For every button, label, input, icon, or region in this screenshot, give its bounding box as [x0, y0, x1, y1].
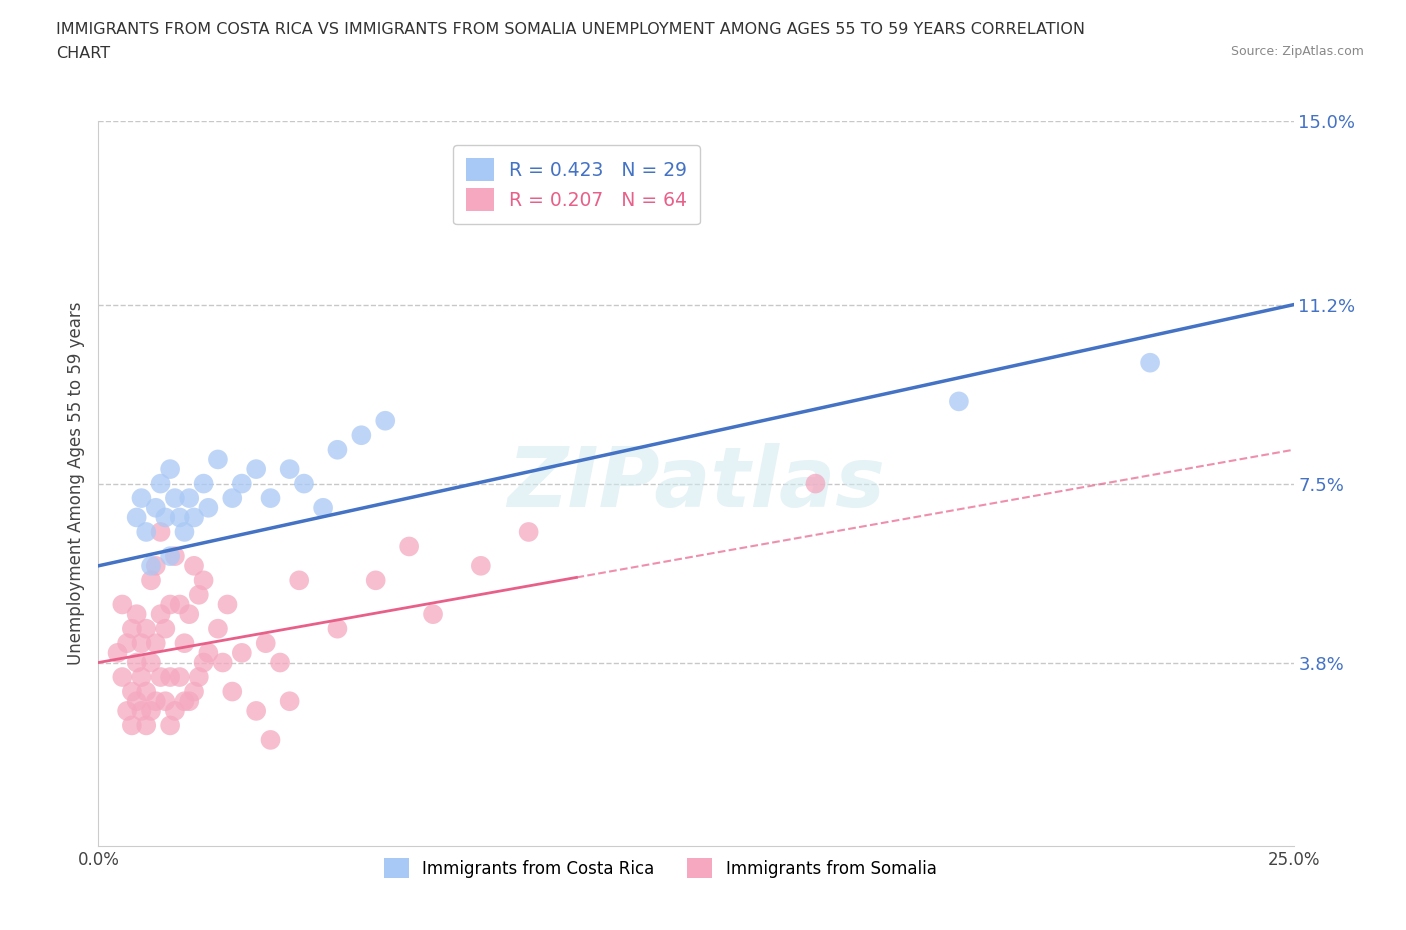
Point: [173, 636, 195, 651]
Point: [193, 476, 215, 491]
Point: [804, 476, 827, 491]
Point: [149, 670, 172, 684]
Point: [139, 573, 162, 588]
Point: [159, 597, 181, 612]
Point: [374, 413, 396, 428]
Point: [173, 525, 195, 539]
Point: [121, 621, 143, 636]
Point: [125, 510, 148, 525]
Point: [155, 694, 177, 709]
Point: [187, 670, 209, 684]
Point: [169, 597, 191, 612]
Point: [259, 733, 281, 748]
Point: [135, 684, 157, 699]
Point: [179, 491, 201, 506]
Point: [125, 606, 148, 621]
Point: [278, 461, 301, 476]
Point: [115, 636, 138, 651]
Point: [254, 636, 277, 651]
Point: [121, 718, 143, 733]
Point: [179, 606, 201, 621]
Point: [125, 694, 148, 709]
Point: [197, 500, 219, 515]
Text: CHART: CHART: [56, 46, 110, 61]
Point: [1139, 355, 1161, 370]
Point: [193, 655, 215, 670]
Point: [312, 500, 335, 515]
Point: [149, 525, 172, 539]
Point: [169, 670, 191, 684]
Point: [163, 491, 186, 506]
Point: [139, 703, 162, 718]
Point: [350, 428, 373, 443]
Point: [169, 510, 191, 525]
Text: ZIPatlas: ZIPatlas: [508, 443, 884, 525]
Point: [135, 621, 157, 636]
Text: IMMIGRANTS FROM COSTA RICA VS IMMIGRANTS FROM SOMALIA UNEMPLOYMENT AMONG AGES 55: IMMIGRANTS FROM COSTA RICA VS IMMIGRANTS…: [56, 22, 1085, 37]
Point: [149, 476, 172, 491]
Point: [231, 645, 253, 660]
Y-axis label: Unemployment Among Ages 55 to 59 years: Unemployment Among Ages 55 to 59 years: [66, 302, 84, 665]
Point: [131, 670, 153, 684]
Point: [111, 597, 134, 612]
Point: [125, 655, 148, 670]
Point: [155, 510, 177, 525]
Point: [183, 510, 205, 525]
Point: [193, 573, 215, 588]
Point: [288, 573, 311, 588]
Point: [364, 573, 387, 588]
Point: [163, 549, 186, 564]
Point: [145, 694, 167, 709]
Point: [231, 476, 253, 491]
Point: [245, 461, 267, 476]
Point: [269, 655, 291, 670]
Point: [173, 694, 195, 709]
Point: [155, 621, 177, 636]
Point: [207, 452, 229, 467]
Point: [145, 636, 167, 651]
Point: [179, 694, 201, 709]
Point: [211, 655, 233, 670]
Point: [398, 539, 420, 554]
Point: [217, 597, 239, 612]
Point: [107, 645, 129, 660]
Point: [159, 718, 181, 733]
Point: [207, 621, 229, 636]
Point: [131, 636, 153, 651]
Point: [159, 670, 181, 684]
Point: [326, 621, 349, 636]
Point: [221, 491, 243, 506]
Point: [948, 394, 970, 409]
Point: [159, 549, 181, 564]
Point: [145, 558, 167, 573]
Point: [115, 703, 138, 718]
Point: [139, 558, 162, 573]
Point: [131, 703, 153, 718]
Point: [159, 461, 181, 476]
Point: [422, 606, 444, 621]
Point: [163, 703, 186, 718]
Point: [135, 718, 157, 733]
Point: [131, 491, 153, 506]
Point: [517, 525, 540, 539]
Point: [326, 443, 349, 458]
Point: [187, 588, 209, 603]
Point: [139, 655, 162, 670]
Legend: Immigrants from Costa Rica, Immigrants from Somalia: Immigrants from Costa Rica, Immigrants f…: [377, 852, 943, 885]
Text: Source: ZipAtlas.com: Source: ZipAtlas.com: [1230, 45, 1364, 58]
Point: [149, 606, 172, 621]
Point: [278, 694, 301, 709]
Point: [121, 684, 143, 699]
Point: [145, 500, 167, 515]
Point: [183, 558, 205, 573]
Point: [292, 476, 315, 491]
Point: [245, 703, 267, 718]
Point: [197, 645, 219, 660]
Point: [135, 525, 157, 539]
Point: [259, 491, 281, 506]
Point: [183, 684, 205, 699]
Point: [221, 684, 243, 699]
Point: [470, 558, 492, 573]
Point: [111, 670, 134, 684]
